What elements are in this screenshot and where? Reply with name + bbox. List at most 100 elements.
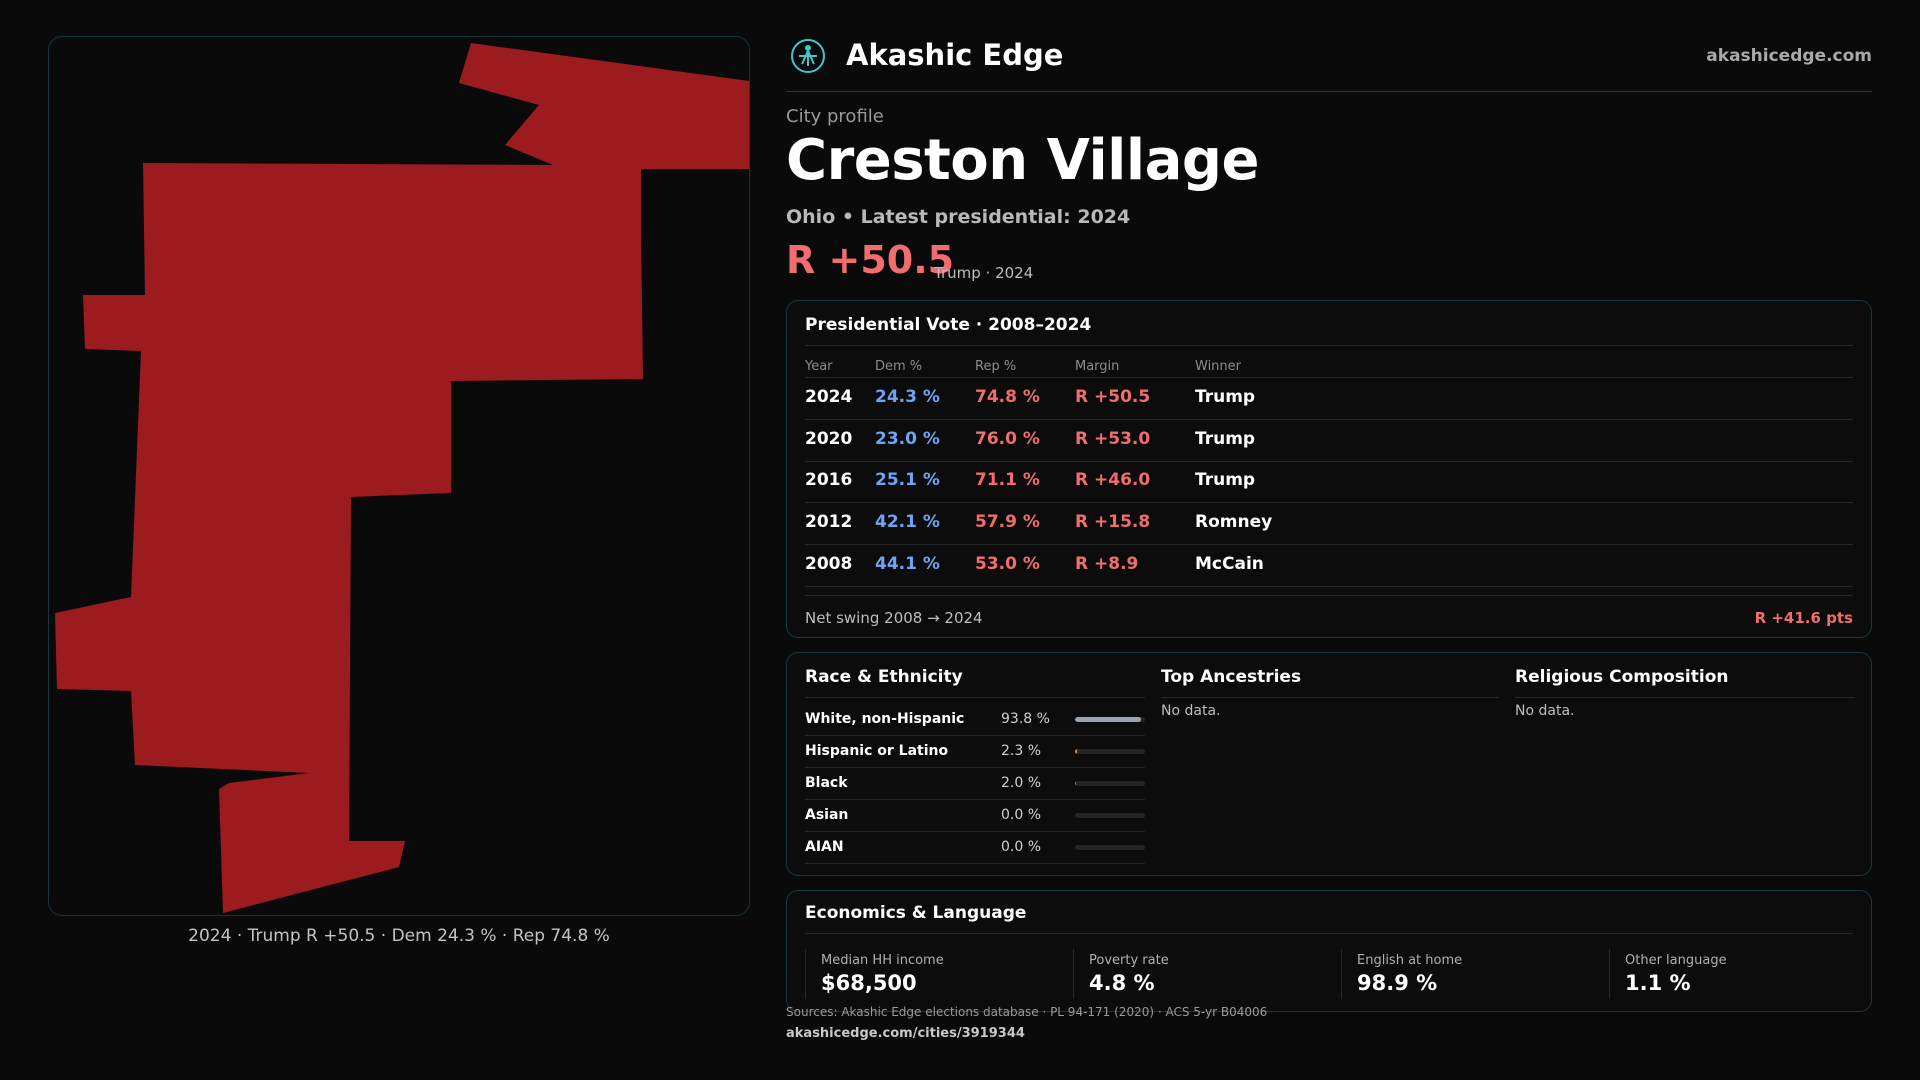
- divider: [805, 933, 1853, 934]
- row-winner: Trump: [1195, 429, 1256, 449]
- divider: [805, 863, 1145, 864]
- boundary-map-svg: [55, 43, 749, 913]
- econ-stat-value: 4.8 %: [1089, 971, 1155, 995]
- row-rep: 57.9 %: [975, 512, 1040, 532]
- econ-stat-value: 1.1 %: [1625, 971, 1691, 995]
- col-header-margin: Margin: [1075, 359, 1120, 374]
- race-value: 0.0 %: [1001, 807, 1042, 823]
- divider: [1341, 949, 1342, 999]
- race-value: 2.3 %: [1001, 743, 1042, 759]
- net-swing-label: Net swing 2008 → 2024: [805, 609, 983, 627]
- col-header-dem: Dem %: [875, 359, 923, 374]
- economics-title: Economics & Language: [805, 903, 1027, 923]
- divider: [805, 949, 806, 999]
- akashic-edge-logo-icon: [791, 39, 825, 73]
- presidential-vote-card: Presidential Vote · 2008–2024 Year Dem %…: [786, 300, 1872, 638]
- page-title: Creston Village: [786, 128, 1259, 193]
- econ-stat-value: $68,500: [821, 971, 917, 995]
- col-header-year: Year: [805, 359, 833, 374]
- row-margin: R +53.0: [1075, 429, 1151, 449]
- race-bar: [1075, 813, 1145, 818]
- page-subtitle: Ohio • Latest presidential: 2024: [786, 206, 1131, 228]
- econ-stat-value: 98.9 %: [1357, 971, 1438, 995]
- divider: [1161, 697, 1499, 698]
- row-year: 2024: [805, 387, 853, 407]
- race-bar: [1075, 749, 1145, 754]
- divider: [805, 595, 1853, 596]
- top-ancestries-title: Top Ancestries: [1161, 667, 1302, 687]
- race-bar: [1075, 845, 1145, 850]
- row-margin: R +46.0: [1075, 470, 1151, 490]
- row-rep: 53.0 %: [975, 554, 1040, 574]
- row-margin: R +8.9: [1075, 554, 1139, 574]
- sources-note: Sources: Akashic Edge elections database…: [786, 1005, 1268, 1019]
- divider: [805, 419, 1853, 420]
- brand-domain-link[interactable]: akashicedge.com: [1706, 46, 1872, 66]
- divider: [805, 544, 1853, 545]
- race-value: 93.8 %: [1001, 711, 1050, 727]
- religious-composition-title: Religious Composition: [1515, 667, 1729, 687]
- headline-margin-note: Trump · 2024: [934, 264, 1034, 282]
- row-margin: R +15.8: [1075, 512, 1151, 532]
- col-header-winner: Winner: [1195, 359, 1242, 374]
- race-bar: [1075, 717, 1145, 722]
- divider: [805, 586, 1853, 587]
- divider: [805, 735, 1145, 736]
- row-dem: 23.0 %: [875, 429, 940, 449]
- row-rep: 74.8 %: [975, 387, 1040, 407]
- race-name: AIAN: [805, 839, 844, 855]
- col-header-rep: Rep %: [975, 359, 1017, 374]
- page-kicker: City profile: [786, 106, 884, 127]
- vote-card-title: Presidential Vote · 2008–2024: [805, 315, 1092, 335]
- row-winner: Trump: [1195, 387, 1256, 407]
- brand-name: Akashic Edge: [846, 38, 1064, 72]
- headline-margin: R +50.5: [786, 238, 955, 282]
- divider: [1609, 949, 1610, 999]
- race-name: Asian: [805, 807, 849, 823]
- econ-stat-label: Median HH income: [821, 953, 944, 968]
- permalink[interactable]: akashicedge.com/cities/3919344: [786, 1026, 1025, 1041]
- econ-stat-label: English at home: [1357, 953, 1463, 968]
- divider: [805, 461, 1853, 462]
- religion-empty-state: No data.: [1515, 703, 1575, 719]
- race-bar-fill: [1075, 749, 1077, 754]
- row-year: 2020: [805, 429, 853, 449]
- divider: [805, 767, 1145, 768]
- race-name: Black: [805, 775, 848, 791]
- economics-card: Economics & Language Median HH income $6…: [786, 890, 1872, 1012]
- race-bar: [1075, 781, 1145, 786]
- race-bar-fill: [1075, 781, 1077, 786]
- row-year: 2008: [805, 554, 853, 574]
- divider: [805, 697, 1145, 698]
- row-margin: R +50.5: [1075, 387, 1151, 407]
- econ-stat-label: Other language: [1625, 953, 1727, 968]
- net-swing-value: R +41.6 pts: [1754, 609, 1853, 627]
- race-name: Hispanic or Latino: [805, 743, 949, 759]
- city-boundary-map[interactable]: [48, 36, 750, 916]
- divider: [1073, 949, 1074, 999]
- row-dem: 24.3 %: [875, 387, 940, 407]
- map-caption: 2024 · Trump R +50.5 · Dem 24.3 % · Rep …: [188, 926, 610, 946]
- row-dem: 44.1 %: [875, 554, 940, 574]
- row-year: 2016: [805, 470, 853, 490]
- row-winner: Romney: [1195, 512, 1273, 532]
- city-boundary-shape[interactable]: [55, 43, 749, 913]
- demographics-card: Race & Ethnicity White, non-Hispanic 93.…: [786, 652, 1872, 876]
- race-ethnicity-title: Race & Ethnicity: [805, 667, 963, 687]
- row-winner: McCain: [1195, 554, 1264, 574]
- econ-stat-label: Poverty rate: [1089, 953, 1169, 968]
- row-dem: 25.1 %: [875, 470, 940, 490]
- divider: [805, 502, 1853, 503]
- race-bar-fill: [1075, 717, 1141, 722]
- row-winner: Trump: [1195, 470, 1256, 490]
- divider: [805, 345, 1853, 346]
- row-dem: 42.1 %: [875, 512, 940, 532]
- row-rep: 71.1 %: [975, 470, 1040, 490]
- brand-header: Akashic Edge akashicedge.com: [786, 34, 1872, 92]
- race-name: White, non-Hispanic: [805, 711, 965, 727]
- race-value: 2.0 %: [1001, 775, 1042, 791]
- row-rep: 76.0 %: [975, 429, 1040, 449]
- ancestries-empty-state: No data.: [1161, 703, 1221, 719]
- divider: [805, 377, 1853, 378]
- race-value: 0.0 %: [1001, 839, 1042, 855]
